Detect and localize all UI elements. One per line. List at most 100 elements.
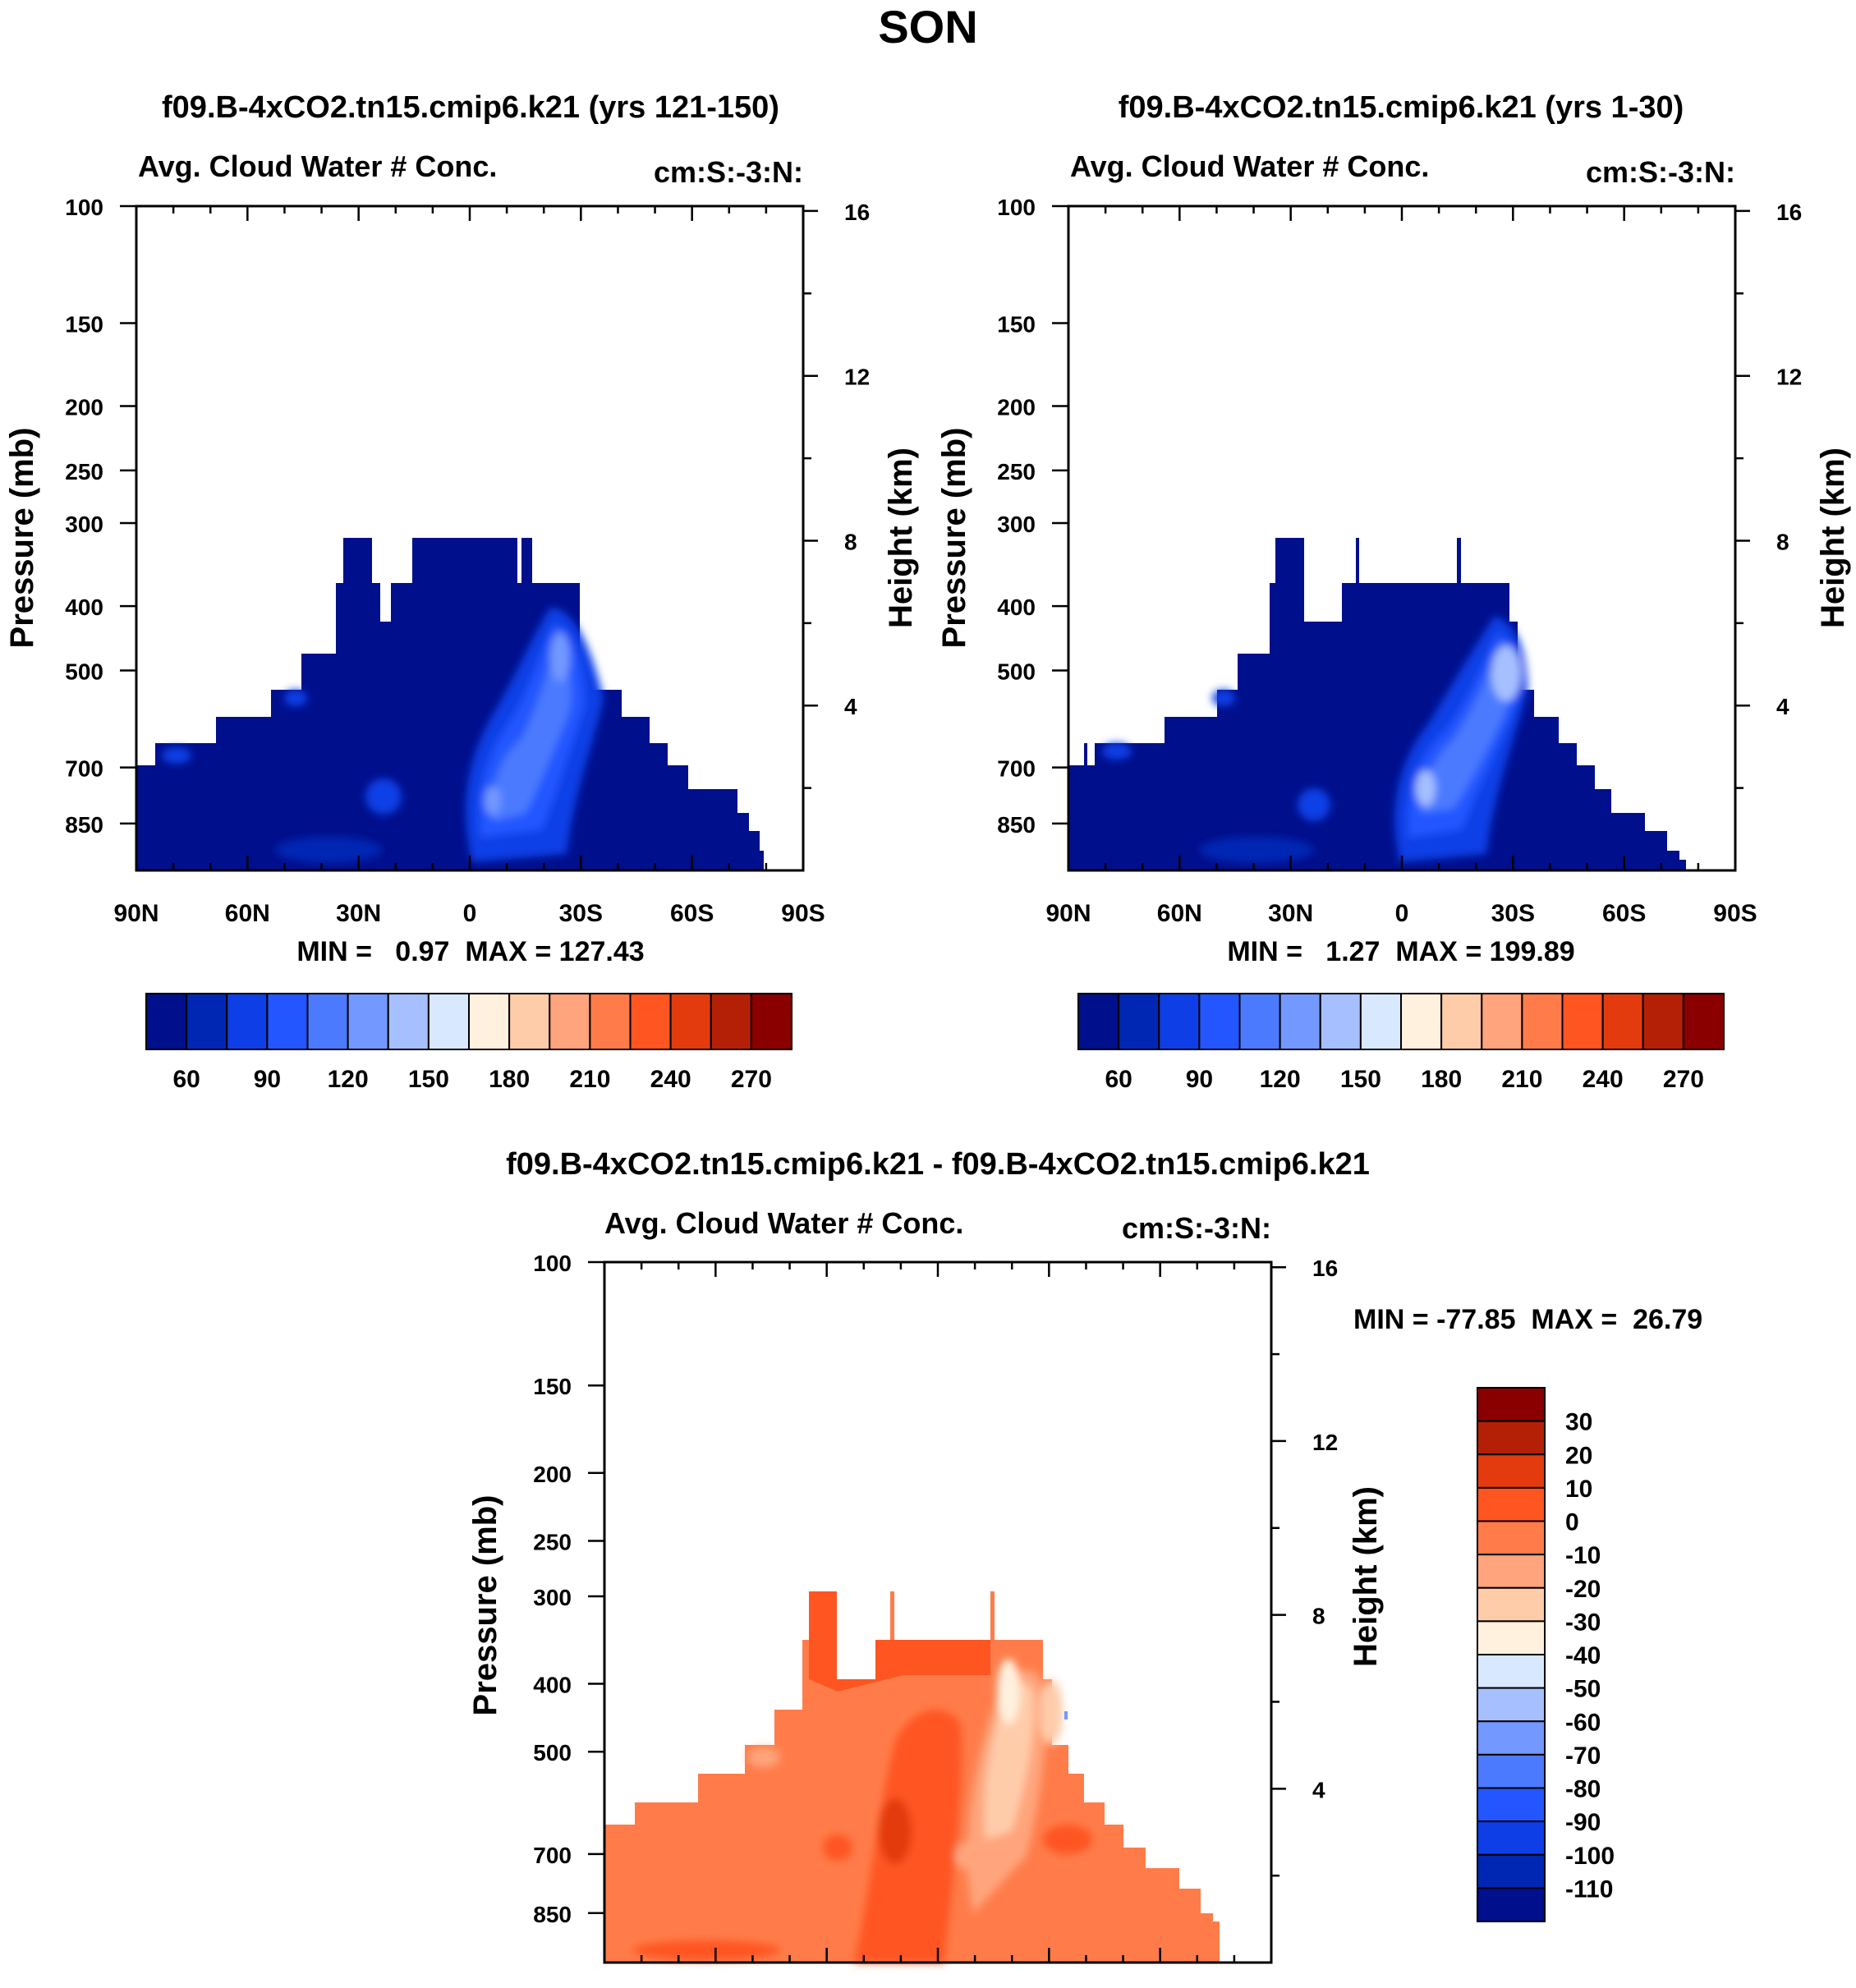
colorbar-box [1440, 993, 1483, 1050]
y-tick-label: 300 [533, 1585, 572, 1610]
colorbar-label: 120 [1260, 1066, 1301, 1093]
colorbar-box [347, 993, 389, 1050]
colorbar-box [549, 993, 591, 1050]
colorbar-label: -40 [1565, 1642, 1601, 1669]
colorbar-box [1477, 1820, 1546, 1856]
variable-label: Avg. Cloud Water # Conc. [138, 149, 497, 183]
colorbar-label: 270 [1663, 1066, 1704, 1093]
y2-tick-label: 4 [844, 694, 857, 719]
colorbar-box [1682, 993, 1725, 1050]
y-tick-label: 700 [65, 756, 103, 782]
tick-marks [1052, 204, 1750, 870]
y-axis-labels: 100 150 200 250 300 400 500 700 850 [65, 195, 103, 838]
contour-band-3 [1420, 657, 1509, 813]
x-tick-label: 60N [1157, 900, 1202, 927]
x-tick-label: 30N [336, 900, 381, 927]
colorbar-box [589, 993, 632, 1050]
x-axis-labels: 90N 60N 30N 0 30S 60S 90S [113, 900, 825, 927]
colorbar-box [1481, 993, 1523, 1050]
contour-band-11 [632, 1940, 780, 1960]
colorbar-label: 60 [1105, 1066, 1132, 1093]
filled-contours [1068, 538, 1686, 870]
y-axis-right-title: Height (km) [1348, 1486, 1384, 1667]
y2-tick-label: 16 [844, 200, 870, 225]
contour-band-4 [1491, 645, 1521, 701]
colorbar-box [710, 993, 752, 1050]
colorbar-label: 270 [731, 1066, 772, 1093]
colorbar-box [1477, 1554, 1546, 1589]
colorbar-box [387, 993, 430, 1050]
y-tick-label: 250 [533, 1529, 572, 1554]
y-tick-label: 700 [533, 1843, 572, 1868]
contour-band-upper-orange [809, 1591, 990, 1692]
units-label: cm:S:-3:N: [1122, 1211, 1271, 1245]
y-tick-label: 150 [997, 311, 1036, 337]
y2-tick-label: 4 [1312, 1777, 1325, 1802]
contour-band-6 [879, 1798, 912, 1864]
x-tick-label: 0 [463, 900, 477, 927]
high-concentration-core [162, 608, 604, 863]
colorbar-label: 150 [408, 1066, 449, 1093]
colorbar-box [1521, 993, 1564, 1050]
filled-contours [136, 538, 764, 870]
contour-band-9 [284, 690, 307, 706]
negative-spot [1064, 1711, 1068, 1719]
contour-band-5 [485, 786, 501, 815]
x-tick-label: 60S [670, 900, 714, 927]
filled-contours [604, 1591, 1220, 1963]
x-axis-labels: 90N 60N 30N 0 30S 60S 90S [1045, 900, 1757, 927]
contour-band-6 [365, 778, 402, 815]
min-max-stats: MIN = 0.97 MAX = 127.43 [296, 936, 644, 967]
colorbar-label: 150 [1340, 1066, 1381, 1093]
colorbar-label: 90 [1186, 1066, 1213, 1093]
y-tick-label: 400 [997, 595, 1036, 620]
colorbar-label: 180 [489, 1066, 530, 1093]
y-axis-title: Pressure (mb) [936, 428, 972, 649]
contour-band-5 [1040, 1679, 1063, 1745]
colorbar-box [1477, 1453, 1546, 1489]
min-max-stats: MIN = 1.27 MAX = 199.89 [1227, 936, 1574, 967]
contour-band-5 [1416, 770, 1436, 806]
colorbar-box [1642, 993, 1684, 1050]
colorbar-box [669, 993, 712, 1050]
y-axis-right-title: Height (km) [883, 448, 919, 628]
y2-tick-label: 16 [1776, 200, 1802, 225]
colorbar-box [1477, 1687, 1546, 1723]
colorbar-label: -100 [1565, 1843, 1615, 1870]
y2-tick-label: 8 [1312, 1604, 1325, 1629]
y2-tick-label: 8 [844, 529, 857, 554]
y-tick-label: 200 [65, 395, 103, 420]
colorbar-label: -50 [1565, 1676, 1601, 1703]
y-tick-label: 700 [997, 756, 1036, 782]
tick-marks [120, 204, 818, 870]
colorbar-label: 240 [1583, 1066, 1624, 1093]
colorbar-label: -10 [1565, 1542, 1601, 1569]
colorbar-box [1477, 1753, 1546, 1789]
y-tick-label: 400 [65, 595, 103, 620]
colorbar-label: 210 [1501, 1066, 1542, 1093]
colorbar-label: 240 [650, 1066, 691, 1093]
colorbar-label: 90 [254, 1066, 281, 1093]
difference-pattern [632, 1659, 1092, 1963]
x-tick-label: 90S [1713, 900, 1757, 927]
colorbar [1477, 1387, 1546, 1922]
colorbar-labels: 60 90 120 150 180 210 240 270 [172, 1066, 771, 1093]
y-tick-label: 150 [65, 311, 103, 337]
colorbar-label: 10 [1565, 1476, 1592, 1503]
contour-band-8 [162, 747, 191, 764]
contour-band-9 [1212, 690, 1235, 706]
y-axis-right-title: Height (km) [1815, 448, 1851, 628]
y-tick-label: 100 [65, 195, 103, 220]
y-tick-label: 250 [65, 459, 103, 484]
colorbar-box [1279, 993, 1321, 1050]
contour-band-6 [1298, 788, 1330, 821]
y2-tick-label: 4 [1776, 694, 1789, 719]
y2-tick-label: 12 [1776, 365, 1802, 390]
y-tick-label: 500 [65, 659, 103, 684]
figure-title: SON [878, 1, 977, 53]
colorbar-label: 210 [569, 1066, 610, 1093]
colorbar-box [306, 993, 349, 1050]
colorbar-labels: 30 20 10 0 -10 -20 -30 -40 -50 -60 -70 -80 -90 -100 -1… [1565, 1409, 1615, 1903]
